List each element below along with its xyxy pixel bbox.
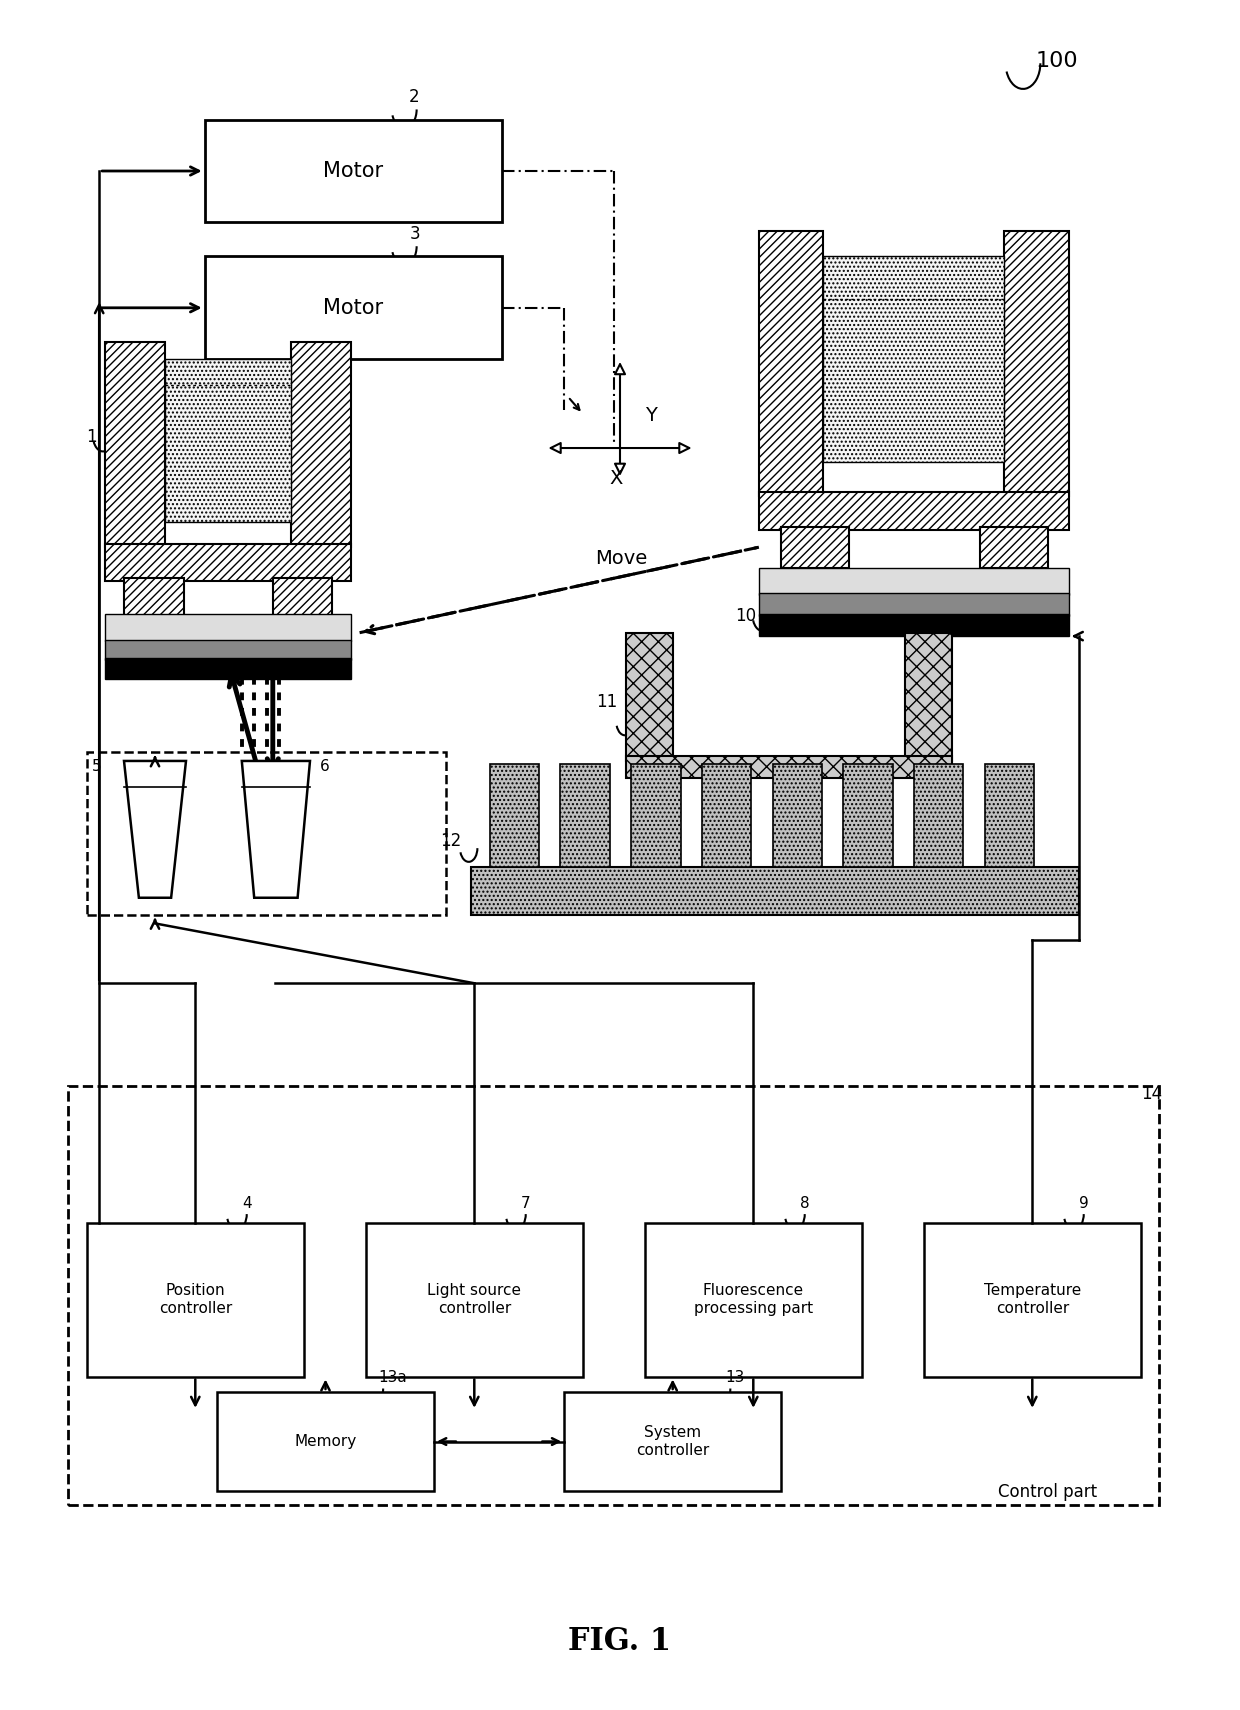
Bar xyxy=(759,614,1069,636)
Bar xyxy=(980,527,1048,568)
Text: X: X xyxy=(610,469,622,487)
Bar xyxy=(560,764,610,867)
Text: FIG. 1: FIG. 1 xyxy=(568,1626,672,1657)
Text: 14: 14 xyxy=(1141,1084,1162,1103)
Text: 6: 6 xyxy=(320,759,330,775)
Text: 10: 10 xyxy=(735,607,756,626)
Bar xyxy=(105,544,351,581)
Bar xyxy=(564,1392,781,1491)
Bar xyxy=(87,752,446,915)
Text: 5: 5 xyxy=(92,759,102,775)
Bar xyxy=(773,764,822,867)
Bar xyxy=(87,1223,304,1377)
Bar xyxy=(823,256,1004,462)
Text: 3: 3 xyxy=(409,224,420,243)
Bar xyxy=(105,342,165,547)
Bar xyxy=(759,492,1069,530)
Bar xyxy=(914,764,963,867)
Bar xyxy=(124,578,184,616)
Text: Fluorescence
processing part: Fluorescence processing part xyxy=(693,1284,813,1315)
Bar xyxy=(924,1223,1141,1377)
Bar xyxy=(205,256,502,359)
Bar xyxy=(759,568,1069,595)
Text: 7: 7 xyxy=(521,1195,531,1211)
Text: 11: 11 xyxy=(596,693,618,711)
Text: 9: 9 xyxy=(1079,1195,1089,1211)
Bar xyxy=(759,593,1069,616)
Text: 12: 12 xyxy=(440,833,461,850)
Bar xyxy=(471,867,1079,915)
Text: Control part: Control part xyxy=(998,1483,1097,1501)
Text: Temperature
controller: Temperature controller xyxy=(983,1284,1081,1315)
Text: Motor: Motor xyxy=(324,298,383,318)
Bar xyxy=(105,614,351,641)
Text: 13a: 13a xyxy=(378,1370,407,1385)
Bar xyxy=(217,1392,434,1491)
Bar xyxy=(985,764,1034,867)
Polygon shape xyxy=(124,761,186,898)
Text: Move: Move xyxy=(595,549,647,568)
Bar xyxy=(165,359,291,522)
Bar xyxy=(759,231,823,496)
Bar xyxy=(702,764,751,867)
Text: 2: 2 xyxy=(409,87,420,106)
Text: 4: 4 xyxy=(242,1195,252,1211)
Bar xyxy=(645,1223,862,1377)
Bar xyxy=(626,633,673,761)
Text: System
controller: System controller xyxy=(636,1426,709,1457)
Text: Y: Y xyxy=(645,405,657,426)
Bar xyxy=(781,527,849,568)
Text: 8: 8 xyxy=(800,1195,810,1211)
Bar xyxy=(1004,231,1069,496)
Bar xyxy=(273,578,332,616)
Bar xyxy=(105,658,351,679)
Bar xyxy=(843,764,893,867)
Text: Motor: Motor xyxy=(324,161,383,181)
Text: 1: 1 xyxy=(86,428,97,446)
Text: 13: 13 xyxy=(725,1370,745,1385)
Text: Memory: Memory xyxy=(294,1435,357,1448)
Text: Light source
controller: Light source controller xyxy=(428,1284,521,1315)
Bar xyxy=(490,764,539,867)
Polygon shape xyxy=(242,761,310,898)
Text: 100: 100 xyxy=(1035,51,1078,72)
Bar xyxy=(905,633,952,761)
Bar xyxy=(366,1223,583,1377)
Bar xyxy=(105,640,351,660)
Text: Position
controller: Position controller xyxy=(159,1284,232,1315)
Bar xyxy=(631,764,681,867)
Bar xyxy=(291,342,351,547)
Bar xyxy=(68,1086,1159,1505)
Bar xyxy=(626,756,952,778)
Bar xyxy=(205,120,502,222)
